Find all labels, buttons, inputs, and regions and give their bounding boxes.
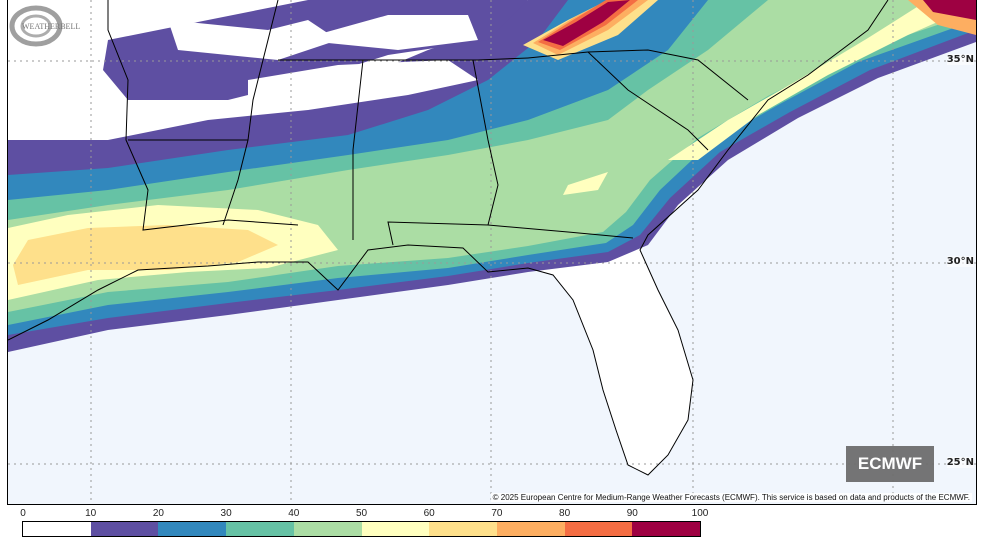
colorbar-swatch [23,522,91,536]
dry-area [248,60,478,110]
precip-band-90 [543,0,630,46]
colorbar-swatch [496,522,565,536]
colorbar-swatch [158,522,227,536]
lat-label-30: 30°N [946,256,974,267]
colorbar-tick-label: 30 [220,508,232,519]
precip-band-90 [923,0,976,20]
graticule [8,0,976,504]
colorbar [22,521,701,537]
colorbar-tick-label: 80 [559,508,571,519]
borders [8,0,889,476]
colorbar-tick-label: 20 [152,508,164,519]
precip-band-50 [668,0,976,160]
dry-area [168,20,338,60]
forecast-map[interactable]: 35°N 30°N 25°N WEATHERBELL ECMWF © 2025 … [7,0,977,505]
copyright-notice: © 2025 European Centre for Medium-Range … [490,493,972,502]
colorbar-tick-label: 60 [423,508,435,519]
colorbar-swatch [226,522,294,536]
colorbar-tick-label: 50 [355,508,368,519]
colorbar-swatch [361,522,430,536]
colorbar-swatch [632,522,701,536]
colorbar-tick-label: 100 [691,508,709,519]
svg-text:WEATHERBELL: WEATHERBELL [22,22,80,31]
colorbar-swatch [293,522,362,536]
colorbar-tick-label: 90 [626,508,638,519]
weatherbell-logo: WEATHERBELL [9,5,80,47]
lat-label-25: 25°N [946,457,974,468]
colorbar-swatch [564,522,633,536]
dry-area [298,15,478,50]
colorbar-tick-label: 40 [288,508,300,519]
colorbar-tick-label: 0 [20,508,26,519]
precip-band-50 [563,172,608,195]
colorbar-tick-label: 10 [85,508,97,519]
colorbar-tick-label: 70 [491,508,503,519]
ecmwf-badge: ECMWF [846,446,934,482]
lat-label-35: 35°N [946,54,974,65]
precip-band-60 [13,225,278,285]
colorbar-swatch [429,522,497,536]
map-canvas [8,0,976,504]
colorbar-swatch [90,522,159,536]
